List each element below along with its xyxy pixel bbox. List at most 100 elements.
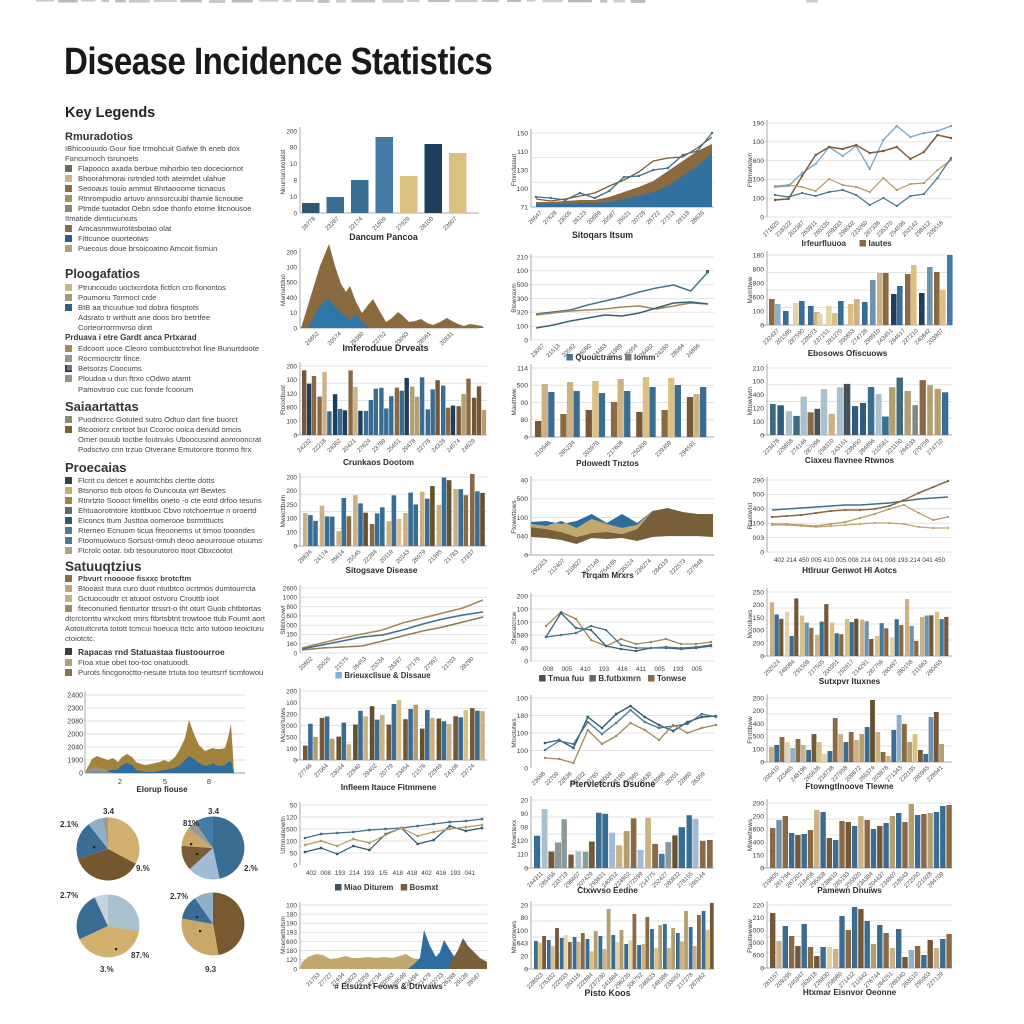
svg-text:Ttrqam Mrxrs: Ttrqam Mrxrs: [581, 571, 634, 580]
svg-text:29478: 29478: [401, 438, 418, 455]
svg-text:041: 041: [873, 557, 884, 564]
svg-text:200: 200: [753, 708, 765, 715]
svg-text:10: 10: [290, 161, 298, 168]
svg-text:81%: 81%: [183, 819, 199, 828]
svg-text:203970: 203970: [582, 440, 601, 459]
svg-text:Miao Diturem: Miao Diturem: [344, 883, 393, 892]
svg-text:003: 003: [753, 535, 765, 542]
svg-text:600: 600: [286, 613, 297, 620]
svg-text:8: 8: [293, 178, 297, 185]
svg-text:200: 200: [753, 695, 765, 702]
svg-text:1100: 1100: [749, 521, 764, 528]
svg-text:400: 400: [753, 392, 765, 399]
svg-text:20421: 20421: [342, 438, 359, 455]
svg-text:418: 418: [407, 870, 418, 877]
svg-text:180: 180: [286, 948, 297, 955]
svg-text:285234: 285234: [558, 440, 577, 459]
svg-text:26647: 26647: [528, 210, 545, 227]
svg-text:100: 100: [286, 838, 297, 845]
svg-text:Ctxwvso Eedne: Ctxwvso Eedne: [577, 886, 638, 895]
svg-text:114: 114: [517, 365, 528, 372]
svg-text:24328: 24328: [431, 438, 448, 455]
svg-text:008: 008: [320, 870, 331, 877]
svg-text:20119: 20119: [379, 549, 395, 565]
svg-text:00: 00: [520, 400, 528, 407]
svg-text:250: 250: [286, 502, 297, 509]
svg-text:120: 120: [517, 838, 529, 845]
svg-text:Rtaotwtxt: Rtaotwtxt: [747, 502, 754, 529]
svg-text:200: 200: [753, 800, 765, 807]
svg-text:0: 0: [293, 966, 297, 973]
svg-text:40: 40: [520, 645, 528, 652]
svg-text:20: 20: [520, 797, 528, 804]
svg-text:Mtwvotwws: Mtwvotwws: [511, 921, 518, 954]
svg-text:Iautes: Iautes: [868, 239, 892, 248]
svg-text:80: 80: [290, 145, 298, 152]
svg-text:24574: 24574: [446, 438, 463, 455]
svg-text:250309: 250309: [631, 440, 650, 459]
svg-text:227848: 227848: [686, 558, 705, 577]
svg-text:Quouctrams: Quouctrams: [575, 353, 623, 362]
svg-text:27929: 27929: [395, 216, 412, 233]
svg-text:Stwoatcrcw: Stwoatcrcw: [511, 611, 518, 644]
svg-text:Ciaxeu flavnee Rtwnos: Ciaxeu flavnee Rtwnos: [805, 456, 895, 465]
svg-text:71: 71: [520, 204, 528, 211]
svg-text:100: 100: [286, 530, 297, 537]
svg-text:600: 600: [286, 939, 297, 946]
svg-text:1/5: 1/5: [379, 870, 388, 877]
svg-text:500: 500: [753, 734, 765, 741]
svg-text:20587: 20587: [601, 210, 618, 227]
svg-text:005: 005: [811, 557, 822, 564]
svg-text:000: 000: [753, 628, 765, 635]
svg-text:Mcaotrtutws: Mcaotrtutws: [280, 708, 287, 742]
svg-text:25545: 25545: [346, 549, 363, 566]
svg-text:21809: 21809: [372, 216, 389, 233]
svg-text:120: 120: [286, 814, 297, 821]
svg-text:2.1%: 2.1%: [60, 820, 78, 829]
svg-text:300: 300: [517, 296, 529, 303]
svg-text:0: 0: [760, 759, 764, 766]
svg-text:500: 500: [517, 282, 529, 289]
svg-text:Bosmxt: Bosmxt: [410, 883, 439, 892]
svg-text:0: 0: [760, 549, 764, 556]
svg-text:80: 80: [520, 417, 528, 424]
svg-text:80: 80: [520, 915, 528, 922]
svg-text:26614: 26614: [330, 549, 347, 566]
svg-text:Ftooxtbust: Ftooxtbust: [280, 385, 287, 415]
svg-text:200: 200: [286, 363, 297, 370]
svg-text:22940: 22940: [346, 763, 363, 780]
svg-text:400: 400: [753, 721, 765, 728]
svg-text:100: 100: [517, 695, 529, 702]
svg-text:27957: 27957: [424, 656, 441, 673]
svg-text:214: 214: [349, 870, 360, 877]
svg-text:22174: 22174: [348, 216, 365, 233]
svg-text:008: 008: [848, 557, 859, 564]
svg-text:50: 50: [290, 802, 298, 809]
svg-text:Dancum Pancoa: Dancum Pancoa: [349, 232, 418, 242]
svg-text:239274: 239274: [634, 558, 653, 577]
svg-text:10: 10: [290, 194, 298, 201]
svg-text:3.4: 3.4: [103, 807, 115, 816]
svg-text:100: 100: [517, 619, 529, 626]
svg-text:Htlruur Genwot Hl Aotcs: Htlruur Genwot Hl Aotcs: [802, 566, 897, 575]
svg-text:27937: 27937: [460, 549, 477, 566]
svg-text:24866: 24866: [686, 343, 703, 360]
svg-text:100: 100: [286, 902, 297, 909]
svg-text:2080: 2080: [67, 718, 83, 725]
svg-text:580: 580: [517, 632, 529, 639]
svg-text:9.%: 9.%: [136, 864, 150, 873]
svg-text:0: 0: [293, 325, 297, 332]
svg-text:Tmua fuu: Tmua fuu: [548, 674, 584, 683]
svg-text:24232: 24232: [297, 438, 314, 455]
svg-text:21576: 21576: [411, 763, 428, 780]
svg-text:500: 500: [753, 492, 765, 499]
svg-text:B.futbxmrn: B.futbxmrn: [598, 674, 641, 683]
svg-text:500: 500: [517, 383, 529, 390]
svg-text:193: 193: [599, 666, 610, 673]
svg-text:193: 193: [673, 666, 684, 673]
svg-text:Utmoataowtn: Utmoataowtn: [280, 816, 287, 854]
svg-text:50: 50: [290, 850, 298, 857]
svg-text:29834: 29834: [298, 549, 315, 566]
svg-text:200: 200: [517, 593, 529, 600]
svg-text:2300: 2300: [67, 705, 83, 712]
